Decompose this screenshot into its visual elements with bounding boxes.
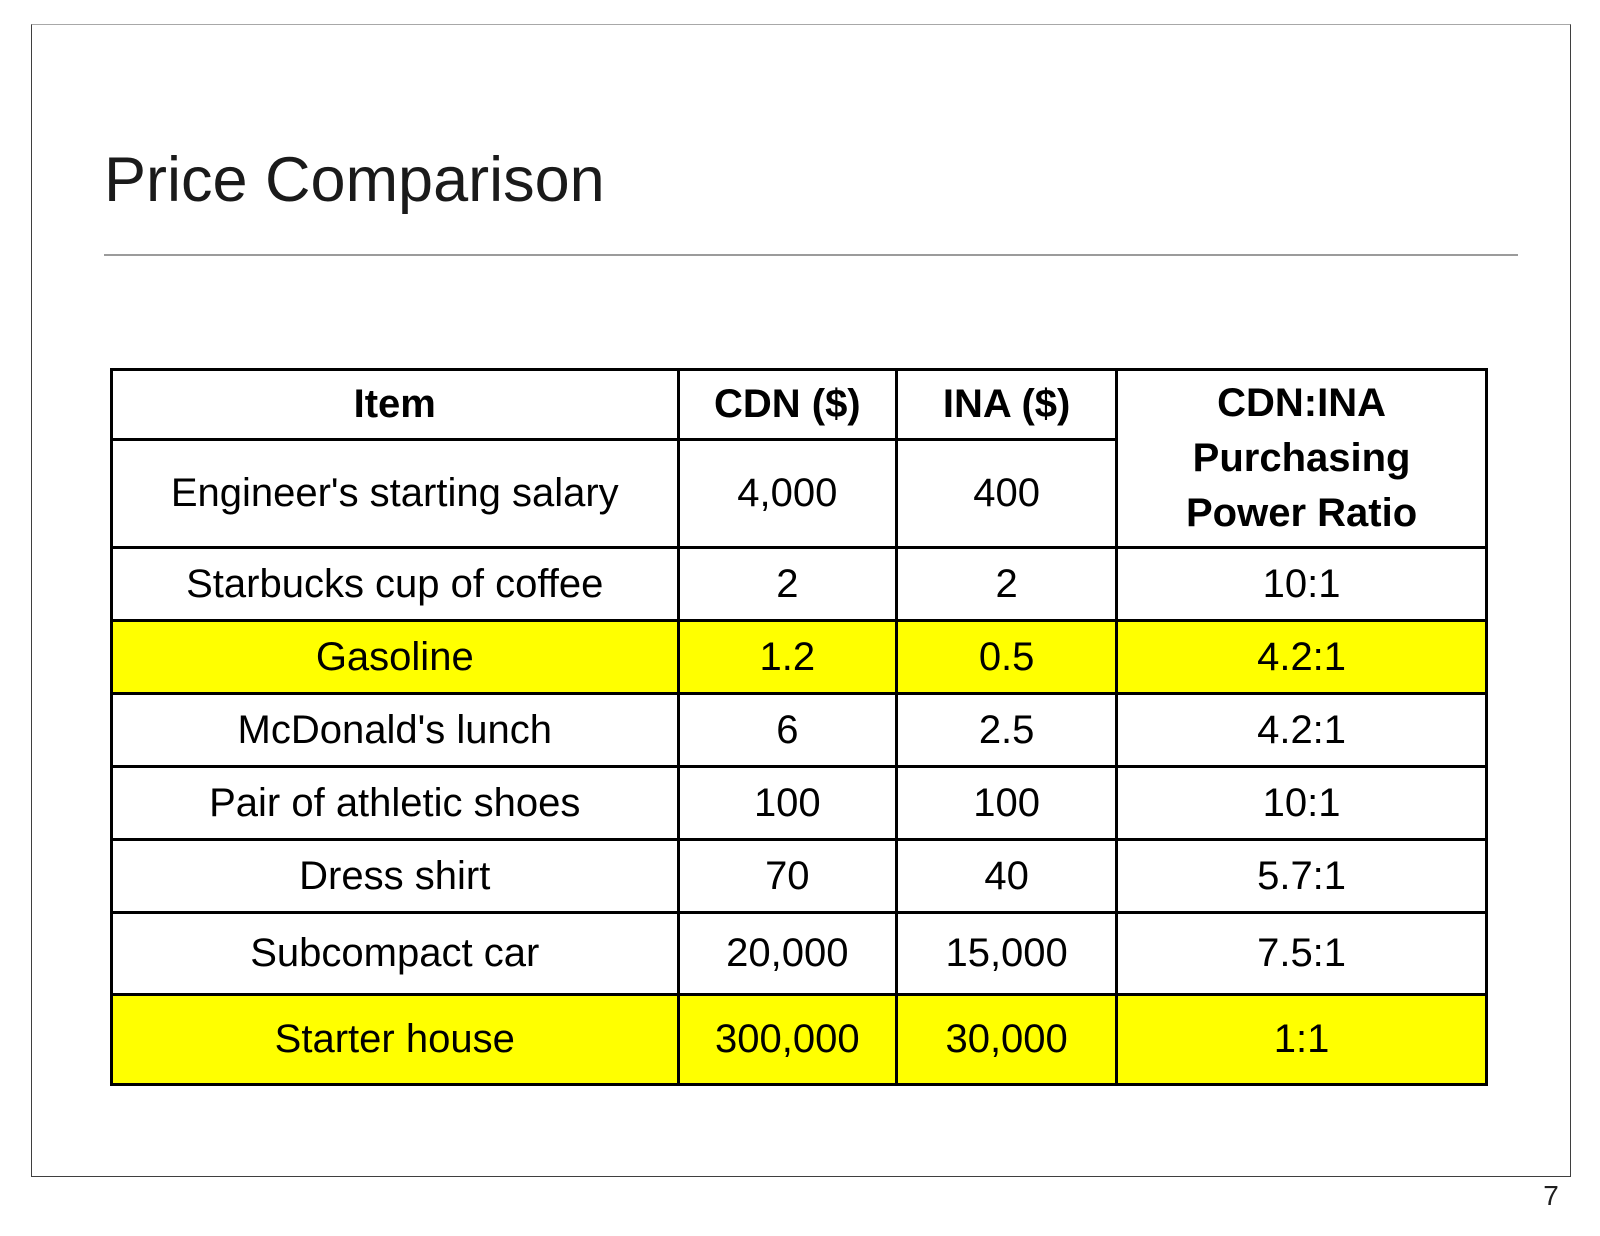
page-number: 7 <box>1543 1180 1559 1211</box>
cell-item: Dress shirt <box>110 838 680 914</box>
column-header-item: Item <box>110 368 680 441</box>
cell-cdn: 1.2 <box>676 619 899 695</box>
cell-cdn: 6 <box>676 692 899 768</box>
table-row: Starter house 300,000 30,000 1:1 <box>110 993 1488 1086</box>
cell-ratio: 4.2:1 <box>1115 692 1488 768</box>
cell-ratio: 10:1 <box>1115 546 1488 622</box>
cell-ina: 100 <box>895 765 1119 841</box>
cell-ina: 400 <box>895 438 1119 549</box>
cell-ratio: 10:1 <box>1115 765 1488 841</box>
title-divider <box>104 254 1518 256</box>
cell-ratio: 4.2:1 <box>1115 619 1488 695</box>
cell-cdn: 100 <box>676 765 899 841</box>
table-row: Gasoline 1.2 0.5 4.2:1 <box>110 619 1488 695</box>
ratio-header-line: Power Ratio <box>1185 491 1418 536</box>
cell-item: Gasoline <box>110 619 680 695</box>
cell-cdn: 2 <box>676 546 899 622</box>
ratio-header-line: CDN:INA <box>1217 380 1386 425</box>
cell-item: Starbucks cup of coffee <box>110 546 680 622</box>
cell-ratio: 1:1 <box>1115 993 1488 1086</box>
cell-ina: 40 <box>895 838 1119 914</box>
column-header-ratio: CDN:INA Purchasing Power Ratio <box>1115 368 1488 549</box>
table-row: Dress shirt 70 40 5.7:1 <box>110 838 1488 914</box>
table-header-row: Item CDN ($) INA ($) CDN:INA Purchasing … <box>110 368 1488 549</box>
cell-ina: 15,000 <box>895 911 1119 996</box>
cell-cdn: 70 <box>676 838 899 914</box>
cell-item: McDonald's lunch <box>110 692 680 768</box>
slide-title: Price Comparison <box>104 145 605 215</box>
column-header-cdn: CDN ($) <box>676 368 899 441</box>
cell-ratio: 7.5:1 <box>1115 911 1488 996</box>
table-row: Engineer's starting salary 4,000 400 <box>110 438 1487 549</box>
cell-cdn: 20,000 <box>676 911 899 996</box>
cell-cdn: 300,000 <box>676 993 899 1086</box>
cell-ina: 2 <box>895 546 1119 622</box>
table-row: Pair of athletic shoes 100 100 10:1 <box>110 765 1488 841</box>
table-row: Subcompact car 20,000 15,000 7.5:1 <box>110 911 1488 996</box>
ratio-header-line: Purchasing <box>1192 435 1411 480</box>
column-header-ina: INA ($) <box>895 368 1119 441</box>
cell-ratio: 5.7:1 <box>1115 838 1488 914</box>
table-row: Starbucks cup of coffee 2 2 10:1 <box>110 546 1488 622</box>
cell-item: Starter house <box>110 993 680 1086</box>
table-row: McDonald's lunch 6 2.5 4.2:1 <box>110 692 1488 768</box>
cell-item: Subcompact car <box>110 911 680 996</box>
cell-ina: 2.5 <box>895 692 1119 768</box>
cell-ina: 0.5 <box>895 619 1119 695</box>
cell-ina: 30,000 <box>895 993 1119 1086</box>
cell-item: Engineer's starting salary <box>110 438 680 549</box>
cell-cdn: 4,000 <box>676 438 899 549</box>
cell-item: Pair of athletic shoes <box>110 765 680 841</box>
price-comparison-table: Item CDN ($) INA ($) CDN:INA Purchasing … <box>110 368 1488 1086</box>
